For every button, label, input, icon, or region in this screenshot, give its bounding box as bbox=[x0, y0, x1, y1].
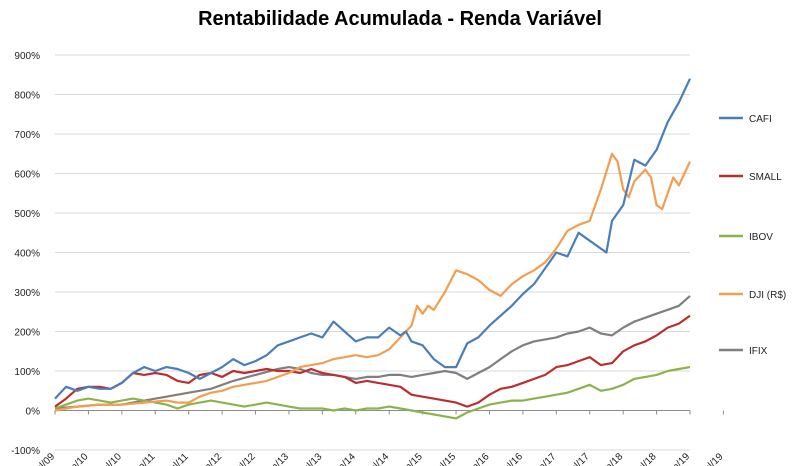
y-tick-label: 800% bbox=[14, 91, 40, 102]
x-tick-label: jul/16 bbox=[500, 451, 526, 466]
y-tick-label: 500% bbox=[14, 209, 40, 220]
series-line-cafi bbox=[54, 78, 691, 400]
x-axis: jul/09 jan/10 jul/10 jan/11 jul/11 jan/12 jul/… bbox=[32, 410, 726, 466]
series-line-ibov bbox=[54, 366, 691, 420]
chart-title: Rentabilidade Acumulada - Renda Variável bbox=[198, 8, 602, 30]
x-tick-label: jan/17 bbox=[531, 451, 559, 466]
x-tick-label: jul/14 bbox=[366, 451, 392, 466]
x-tick-label: jan/13 bbox=[263, 451, 291, 466]
legend: CAFI SMALL IBOV DJI (R$) IFIX bbox=[719, 114, 786, 357]
x-tick-label: jul/12 bbox=[232, 451, 258, 466]
x-tick-label: jul/17 bbox=[566, 451, 592, 466]
y-tick-label: 900% bbox=[14, 51, 40, 62]
x-tick-label: jul/10 bbox=[99, 451, 125, 466]
y-tick-label: 0% bbox=[26, 407, 41, 418]
y-tick-label: 600% bbox=[14, 170, 40, 181]
legend-label: SMALL bbox=[749, 172, 782, 183]
series-lines bbox=[54, 78, 691, 420]
x-tick-label: jul/11 bbox=[166, 451, 191, 466]
x-tick-label: jul/19 bbox=[700, 451, 726, 466]
x-tick-label: jan/15 bbox=[397, 451, 425, 466]
x-tick-label: jul/13 bbox=[299, 451, 325, 466]
y-tick-label: 200% bbox=[14, 328, 40, 339]
series-line-small bbox=[54, 314, 691, 408]
x-tick-label: jan/18 bbox=[598, 451, 626, 466]
x-tick-label: jan/14 bbox=[330, 451, 358, 466]
legend-label: IBOV bbox=[749, 232, 773, 243]
x-tick-label: jan/12 bbox=[196, 451, 224, 466]
x-tick-label: jan/10 bbox=[63, 451, 91, 466]
x-tick-label: jan/16 bbox=[464, 451, 492, 466]
series-line-ifix bbox=[54, 295, 691, 410]
legend-label: CAFI bbox=[749, 114, 772, 125]
x-tick-label: jul/18 bbox=[633, 451, 659, 466]
y-tick-label: 400% bbox=[14, 249, 40, 260]
gridlines bbox=[55, 54, 690, 451]
legend-label: DJI (R$) bbox=[749, 290, 786, 301]
y-tick-label: 300% bbox=[14, 288, 40, 299]
x-tick-label: jul/15 bbox=[433, 451, 459, 466]
x-tick-label: jan/11 bbox=[130, 451, 158, 466]
x-tick-label: jan/19 bbox=[664, 451, 692, 466]
series-line-dji-r bbox=[54, 152, 691, 412]
y-tick-label: 100% bbox=[14, 367, 40, 378]
y-axis: -100% 0% 100% 200% 300% 400% 500% 600% 700% 800% 9… bbox=[11, 51, 40, 457]
legend-label: IFIX bbox=[749, 346, 768, 357]
y-tick-label: -100% bbox=[11, 446, 40, 457]
y-tick-label: 700% bbox=[14, 130, 40, 141]
